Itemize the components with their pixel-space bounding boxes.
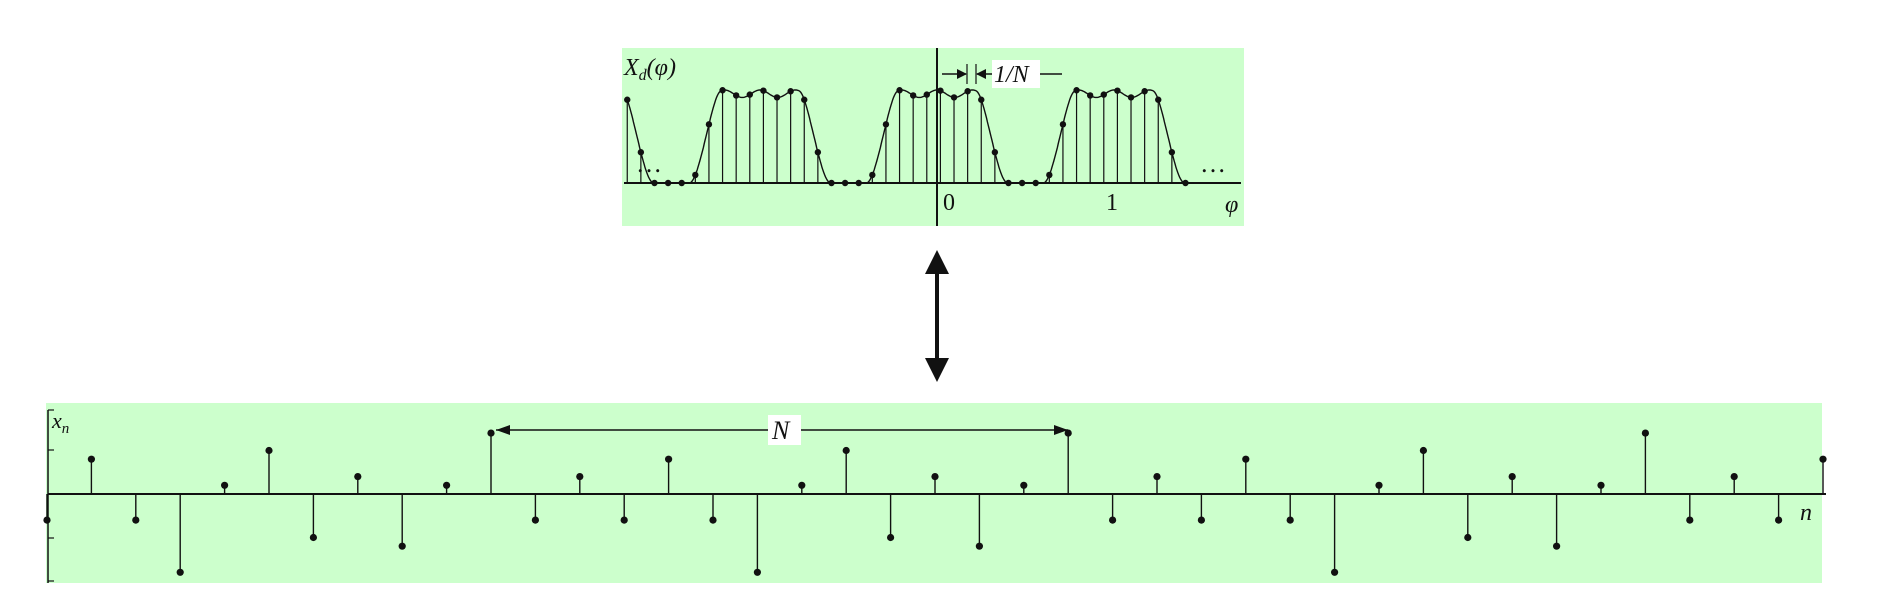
sequence-sample-point bbox=[487, 429, 495, 437]
sequence-sample-point bbox=[1508, 473, 1516, 481]
sequence-sample-point bbox=[1641, 429, 1649, 437]
sequence-sample-point bbox=[87, 455, 95, 463]
sequence-sample-point bbox=[620, 516, 628, 524]
sequence-sample-point bbox=[576, 473, 584, 481]
sequence-sample-point bbox=[221, 481, 229, 489]
ellipsis-right: … bbox=[1200, 149, 1226, 178]
sequence-sample-point bbox=[887, 533, 895, 542]
sequence-sample-point bbox=[43, 516, 51, 524]
sequence-sample-point bbox=[1419, 446, 1427, 455]
sequence-sample-point bbox=[798, 481, 806, 489]
sequence-sample-point bbox=[398, 542, 406, 550]
sequence-stems bbox=[43, 429, 1827, 576]
sequence-sample-point bbox=[1597, 481, 1605, 489]
spectrum-panel: Xd(φ) 1/N 0 1 φ … … bbox=[622, 48, 1244, 226]
spectrum-x-label: φ bbox=[1225, 192, 1238, 218]
spectrum-panel-background bbox=[622, 48, 1244, 226]
sequence-sample-point bbox=[1197, 516, 1205, 524]
sequence-sample-point bbox=[709, 516, 717, 524]
sequence-sample-point bbox=[531, 516, 540, 524]
sequence-sample-point bbox=[975, 542, 984, 550]
sequence-sample-point bbox=[354, 473, 362, 481]
sequence-sample-point bbox=[1242, 455, 1250, 463]
period-annotation: N bbox=[496, 415, 1068, 445]
sequence-sample-point bbox=[265, 446, 273, 455]
sequence-sample-point bbox=[1730, 473, 1738, 481]
sequence-y-label: xn bbox=[51, 408, 69, 437]
spacing-label: 1/N bbox=[994, 62, 1031, 88]
tick-label-0: 0 bbox=[943, 190, 955, 216]
spectrum-envelope bbox=[626, 89, 1194, 184]
sequence-sample-point bbox=[931, 473, 939, 481]
sequence-sample-point bbox=[1375, 481, 1383, 489]
sequence-sample-point bbox=[1686, 516, 1694, 524]
sequence-sample-point bbox=[1775, 516, 1783, 524]
spectrum-y-label: Xd(φ) bbox=[623, 55, 676, 84]
sequence-sample-point bbox=[1020, 481, 1028, 489]
sequence-sample-point bbox=[176, 568, 184, 576]
sequence-sample-point bbox=[1064, 429, 1072, 437]
sequence-sample-point bbox=[443, 481, 451, 489]
sequence-sample-point bbox=[309, 533, 317, 542]
tick-label-1: 1 bbox=[1106, 190, 1118, 216]
sequence-sample-point bbox=[665, 455, 673, 463]
sequence-sample-point bbox=[1331, 568, 1339, 576]
sequence-x-label: n bbox=[1800, 500, 1812, 526]
sequence-sample-point bbox=[1553, 542, 1561, 550]
period-label: N bbox=[771, 416, 791, 445]
sequence-sample-point bbox=[1819, 455, 1827, 463]
sample-spacing-annotation: 1/N bbox=[942, 60, 1062, 88]
sequence-sample-point bbox=[842, 446, 850, 455]
sequence-sample-point bbox=[132, 516, 140, 524]
sequence-sample-point bbox=[753, 568, 762, 576]
sequence-sample-point bbox=[1109, 516, 1117, 524]
spectrum-sample-point bbox=[624, 96, 631, 103]
sequence-sample-point bbox=[1153, 473, 1161, 481]
sequence-sample-point bbox=[1464, 533, 1472, 542]
sequence-panel: xn n N bbox=[43, 403, 1827, 583]
double-arrow-icon bbox=[925, 250, 949, 382]
sequence-sample-point bbox=[1286, 516, 1294, 524]
ellipsis-left: … bbox=[636, 149, 662, 178]
